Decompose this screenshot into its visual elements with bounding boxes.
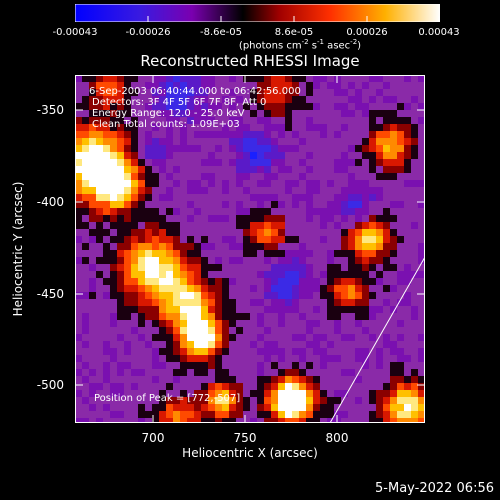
units-exponent: -2: [350, 38, 358, 46]
units-text: ): [357, 40, 362, 52]
plot-frame: [75, 75, 425, 423]
plot-title: Reconstructed RHESSI Image: [140, 52, 360, 70]
units-text: (photons cm: [238, 40, 302, 52]
units-text: s: [308, 40, 318, 52]
axis-ticks: [75, 75, 425, 423]
x-tick-label: 700: [141, 431, 165, 445]
units-exponent: -1: [317, 38, 325, 46]
y-tick-label: -500: [36, 378, 64, 392]
colorbar-tick-label: -0.00043: [52, 27, 98, 38]
y-tick-label: -450: [36, 287, 64, 301]
image-plot: 6-Sep-2003 06:40:44.000 to 06:42:56.000 …: [75, 75, 425, 423]
solar-limb-line: [329, 256, 425, 423]
rhessi-image: [75, 75, 425, 423]
colorbar: [75, 4, 440, 22]
colorbar-tick-label: -8.6e-05: [200, 27, 242, 38]
y-tick-label: -400: [36, 195, 64, 209]
y-axis-title: Heliocentric Y (arcsec): [11, 181, 25, 317]
peak-position-label: Position of Peak = [772,-507]: [94, 393, 241, 404]
colorbar-tick-label: 8.6e-05: [274, 27, 314, 38]
time-range-label: 6-Sep-2003 06:40:44.000 to 06:42:56.000: [89, 86, 301, 97]
clean-label: Clean Total counts: 1.09E+03: [92, 119, 240, 130]
units-text: asec: [324, 40, 351, 52]
y-tick-label: -350: [36, 103, 64, 117]
intensity-pixels: [75, 75, 425, 423]
x-tick-label: 800: [325, 431, 349, 445]
x-tick-label: 750: [233, 431, 257, 445]
colorbar-tick-label: -0.00026: [125, 27, 171, 38]
footer-date: 5-May-2022 06:56: [375, 481, 494, 496]
units-exponent: -2: [301, 38, 309, 46]
colorbar-tick-label: 0.00043: [418, 27, 460, 38]
detectors-label: Detectors: 3F 4F 5F 6F 7F 8F, Att 0: [92, 97, 267, 108]
x-axis-title: Heliocentric X (arcsec): [182, 446, 318, 460]
colorbar-units: (photons cm-2 s-1 asec-2): [239, 38, 361, 51]
colorbar-ticks: [75, 16, 440, 22]
energy-range-label: Energy Range: 12.0 - 25.0 keV: [92, 108, 245, 119]
colorbar-tick-label: 0.00026: [346, 27, 388, 38]
